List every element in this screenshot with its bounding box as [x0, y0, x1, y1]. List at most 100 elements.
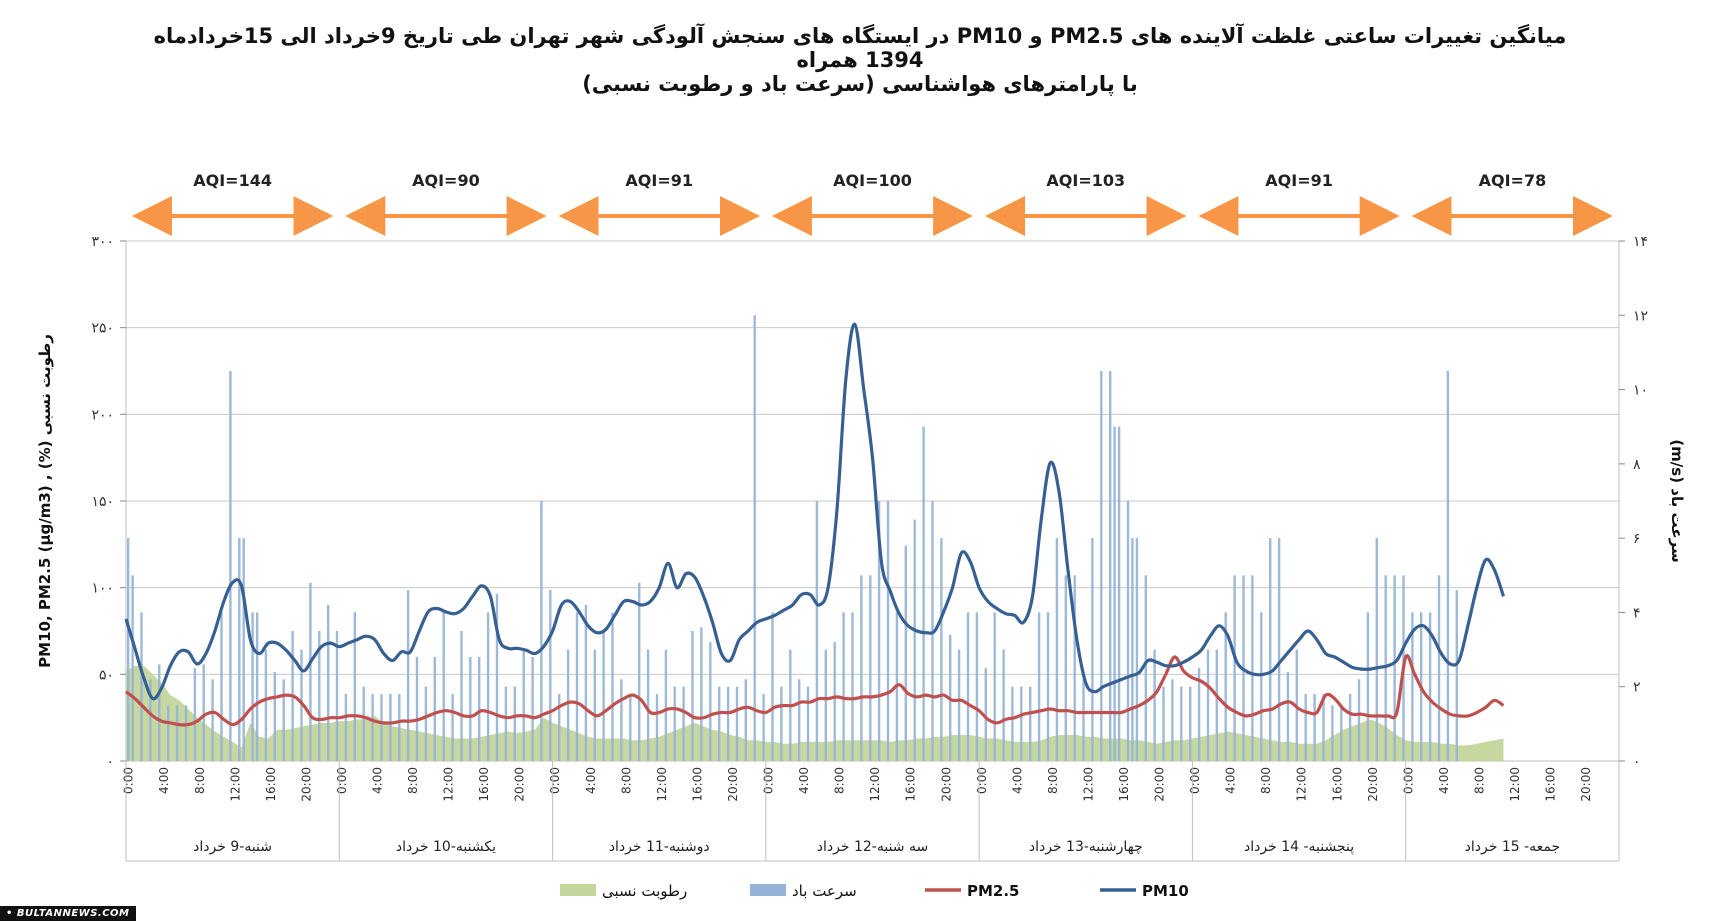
wind-speed-bar — [1340, 705, 1343, 761]
wind-speed-bar — [691, 631, 694, 761]
left-tick-label: ۳۰۰ — [91, 234, 114, 250]
wind-speed-bar — [255, 612, 259, 761]
legend-label: رطوبت نسبی — [602, 882, 687, 900]
wind-speed-bar — [406, 590, 410, 761]
wind-speed-bar — [1046, 612, 1050, 761]
wind-speed-bar — [140, 612, 143, 761]
wind-speed-bar — [242, 538, 245, 761]
wind-speed-bar — [913, 519, 916, 761]
wind-speed-bar — [469, 657, 472, 761]
wind-speed-bar — [1011, 686, 1014, 761]
wind-speed-bar — [1180, 686, 1183, 761]
wind-speed-bar — [442, 612, 445, 761]
wind-speed-bar — [957, 649, 961, 761]
left-axis-title: PM10, PM2.5 (µg/m3) , (%) رطوبت نسبی — [36, 334, 54, 668]
hour-tick-label: 20:00 — [1366, 767, 1380, 802]
wind-speed-bar — [389, 694, 392, 761]
wind-speed-bar — [940, 538, 943, 761]
wind-speed-bar — [842, 612, 845, 761]
wind-speed-bar — [575, 612, 579, 761]
wind-speed-bar — [655, 694, 659, 761]
wind-speed-bar — [1131, 538, 1134, 761]
wind-speed-bar — [1206, 649, 1210, 761]
wind-speed-bar — [353, 612, 356, 761]
wind-speed-bar — [167, 705, 170, 761]
hour-tick-label: 16:00 — [1330, 767, 1344, 802]
right-tick-label: ۱۲ — [1633, 308, 1648, 324]
wind-speed-bar — [1348, 694, 1352, 761]
wind-speed-bar — [495, 593, 499, 761]
wind-speed-bar — [877, 501, 881, 761]
hour-tick-label: 16:00 — [690, 767, 704, 802]
hour-tick-label: 8:00 — [1259, 767, 1273, 794]
wind-speed-bar — [1224, 612, 1227, 761]
wind-speed-bar — [318, 631, 321, 761]
wind-speed-bar — [1331, 705, 1334, 761]
wind-speed-bar — [504, 686, 508, 761]
hour-tick-label: 0:00 — [122, 767, 136, 794]
wind-speed-bar — [1357, 679, 1361, 761]
wind-speed-bar — [424, 686, 428, 761]
wind-speed-bar — [478, 657, 481, 761]
chart-title-line-1: میانگین تغییرات ساعتی غلظت آلاینده های P… — [153, 24, 1567, 72]
wind-speed-bar — [1455, 590, 1458, 761]
wind-speed-bar — [922, 426, 925, 761]
wind-speed-bar — [175, 705, 179, 761]
wind-speed-bar — [282, 679, 285, 761]
pm-lines-layer — [124, 322, 1506, 727]
wind-speed-bar — [1428, 612, 1432, 761]
wind-speed-bar — [362, 686, 365, 761]
left-tick-label: ۱۵۰ — [91, 494, 114, 510]
wind-speed-bar — [593, 649, 596, 761]
wind-speed-bar — [327, 605, 330, 761]
hour-tick-label: 12:00 — [655, 767, 669, 802]
wind-speed-bar — [869, 575, 872, 761]
wind-speed-bar — [700, 627, 703, 761]
left-tick-label: ۵۰ — [99, 667, 114, 683]
wind-speed-bar — [1073, 575, 1076, 761]
wind-speed-bar — [1020, 686, 1023, 761]
wind-speed-bar — [851, 612, 854, 761]
hour-tick-label: 12:00 — [1295, 767, 1309, 802]
wind-speed-bar — [149, 679, 152, 761]
wind-speed-bar — [184, 705, 188, 761]
wind-speed-bar — [1126, 501, 1130, 761]
wind-speed-bar — [540, 501, 543, 761]
wind-speed-bar — [1446, 371, 1450, 761]
hour-tick-label: 4:00 — [157, 767, 171, 794]
wind-speed-bar — [251, 612, 254, 761]
wind-speed-bar — [824, 649, 827, 761]
legend-label: سرعت باد — [792, 882, 857, 900]
wind-speed-bar — [1064, 575, 1067, 761]
hour-tick-label: 20:00 — [299, 767, 313, 802]
wind-speed-bar — [1109, 371, 1112, 761]
wind-speed-bar — [833, 642, 836, 761]
aqi-label: AQI=91 — [1265, 171, 1333, 190]
legend-label: PM10 — [1142, 882, 1189, 900]
legend-swatch — [560, 884, 596, 896]
wind-speed-bar — [1037, 612, 1041, 761]
right-tick-label: ۲ — [1633, 680, 1641, 696]
right-tick-label: ۶ — [1633, 531, 1641, 547]
chart-title-line-2: با پارامترهای هواشناسی (سرعت باد و رطوبت… — [582, 72, 1138, 96]
wind-speed-bar — [238, 538, 241, 761]
legend-label: PM2.5 — [967, 882, 1020, 900]
wind-speed-bar — [602, 631, 605, 761]
hour-tick-label: 4:00 — [1437, 767, 1451, 794]
hour-tick-label: 16:00 — [1117, 767, 1131, 802]
hour-tick-label: 12:00 — [1082, 767, 1096, 802]
wind-speed-bar — [744, 679, 747, 761]
wind-speed-bar — [718, 686, 721, 761]
wind-speed-bar — [904, 545, 907, 761]
wind-speed-bar — [1393, 575, 1396, 761]
left-tick-label: ۱۰۰ — [91, 581, 114, 597]
wind-speed-bar — [682, 686, 685, 761]
wind-speed-bar — [1002, 649, 1005, 761]
aqi-label: AQI=100 — [833, 171, 912, 190]
wind-speed-bar — [735, 686, 739, 761]
wind-speed-bar — [1091, 538, 1094, 761]
hour-tick-label: 20:00 — [939, 767, 953, 802]
wind-speed-bar — [558, 694, 561, 761]
wind-speed-bar — [273, 671, 276, 761]
